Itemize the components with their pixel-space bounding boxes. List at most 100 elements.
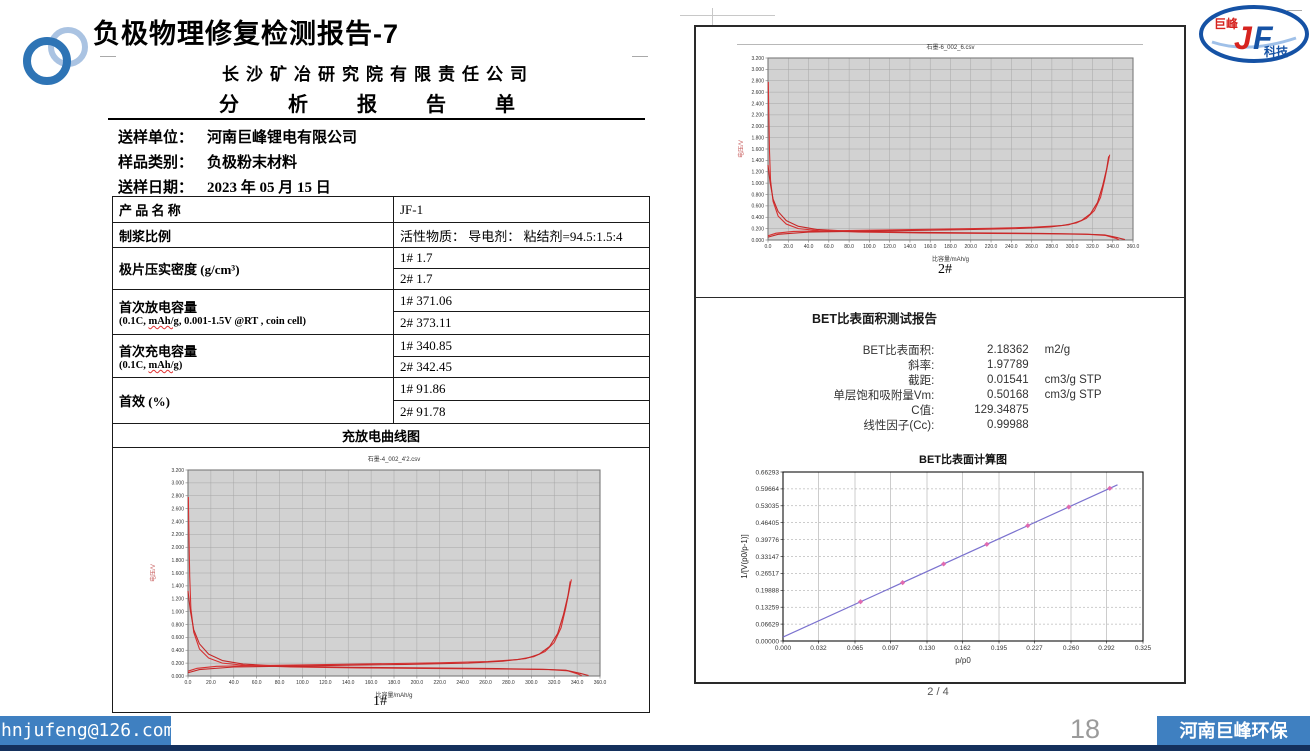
svg-text:BET比表面计算图: BET比表面计算图 <box>919 452 1007 466</box>
field-sample-unit: 送样单位： 河南巨峰锂电有限公司 <box>118 126 357 147</box>
bet-row: BET比表面积: 2.18362 m2/g <box>694 342 1134 357</box>
bet-value: 0.01541 <box>987 373 1029 386</box>
svg-text:2.400: 2.400 <box>751 101 764 107</box>
svg-text:0.200: 0.200 <box>171 661 184 667</box>
svg-text:0.325: 0.325 <box>1135 645 1152 652</box>
svg-text:0.400: 0.400 <box>171 648 184 654</box>
svg-text:1.000: 1.000 <box>171 609 184 615</box>
svg-text:120.0: 120.0 <box>883 244 896 250</box>
svg-text:0.292: 0.292 <box>1098 645 1115 652</box>
svg-text:360.0: 360.0 <box>1127 244 1140 250</box>
svg-text:0.59664: 0.59664 <box>756 486 780 493</box>
row-label: 产 品 名 称 <box>112 196 394 223</box>
svg-text:1.200: 1.200 <box>751 170 764 176</box>
row-label: 极片压实密度 (g/cm³) <box>112 247 394 290</box>
svg-text:60.0: 60.0 <box>252 680 262 686</box>
svg-text:0.33147: 0.33147 <box>756 554 780 561</box>
svg-text:160.0: 160.0 <box>365 680 378 686</box>
svg-text:0.000: 0.000 <box>751 238 764 244</box>
svg-text:电压/V: 电压/V <box>737 140 745 158</box>
svg-text:340.0: 340.0 <box>571 680 584 686</box>
chart-cycle-1: 0.0 20.0 40.0 60.0 80.0 100.0 120.0 140.0 160.0 1… <box>115 451 645 714</box>
svg-text:120.0: 120.0 <box>319 680 332 686</box>
page-corner-mark <box>1286 10 1302 11</box>
logo-letter-f: F <box>1253 20 1274 56</box>
svg-text:1.800: 1.800 <box>751 135 764 141</box>
cycle-chart-1-svg: 0.0 20.0 40.0 60.0 80.0 100.0 120.0 140.0 160.0 1… <box>149 456 607 699</box>
svg-text:360.0: 360.0 <box>594 680 607 686</box>
bet-unit: cm3/g STP <box>1044 388 1102 401</box>
svg-text:280.0: 280.0 <box>502 680 515 686</box>
page2-header-rule <box>737 44 1143 45</box>
svg-text:40.0: 40.0 <box>229 680 239 686</box>
svg-text:比容量/mAh/g: 比容量/mAh/g <box>932 255 969 263</box>
report-doc-title: 分 析 报 告 单 <box>219 94 537 116</box>
svg-text:60.0: 60.0 <box>824 244 834 250</box>
svg-text:20.0: 20.0 <box>783 244 793 250</box>
report-page2 <box>694 25 1186 684</box>
bet-plot-svg: 0.000 0.032 0.065 0.097 0.130 0.162 0.195 0.227… <box>740 452 1152 665</box>
svg-text:80.0: 80.0 <box>275 680 285 686</box>
svg-text:2.800: 2.800 <box>751 79 764 85</box>
svg-text:0.39776: 0.39776 <box>756 537 780 544</box>
svg-text:1.000: 1.000 <box>751 181 764 187</box>
bet-unit: cm3/g STP <box>1044 373 1102 386</box>
svg-text:3.200: 3.200 <box>751 56 764 62</box>
row-value: 2# 91.78 <box>393 400 650 424</box>
row-value: 2# 1.7 <box>393 268 650 290</box>
row-label: 首次放电容量 (0.1C, mAh/g, 0.001-1.5V @RT , co… <box>112 289 394 335</box>
svg-text:320.0: 320.0 <box>548 680 561 686</box>
svg-text:石墨-6_002_6.csv: 石墨-6_002_6.csv <box>926 44 974 51</box>
svg-text:0.400: 0.400 <box>751 215 764 221</box>
section-header: 充放电曲线图 <box>112 423 650 448</box>
svg-text:0.06629: 0.06629 <box>756 621 780 628</box>
slide-page-number: 18 <box>1069 714 1101 744</box>
svg-text:0.800: 0.800 <box>171 622 184 628</box>
row-label: 首效 (%) <box>112 377 394 424</box>
row-sublabel: (0.1C, mAh/g) <box>119 360 183 371</box>
field-value: 2023 年 05 月 15 日 <box>207 180 331 196</box>
row-sublabel: (0.1C, mAh/g, 0.001-1.5V @RT , coin cell… <box>119 316 306 327</box>
svg-text:260.0: 260.0 <box>479 680 492 686</box>
svg-text:电压/V: 电压/V <box>149 564 157 582</box>
bet-value: 2.18362 <box>987 343 1029 356</box>
svg-text:0.130: 0.130 <box>919 645 936 652</box>
svg-text:p/p0: p/p0 <box>955 656 971 665</box>
svg-text:100.0: 100.0 <box>863 244 876 250</box>
page-boundary-mark <box>712 8 713 25</box>
svg-text:0.13259: 0.13259 <box>756 604 780 611</box>
svg-text:3.000: 3.000 <box>751 67 764 73</box>
table-row: 首次充电容量 (0.1C, mAh/g) 1# 340.85 <box>112 334 650 378</box>
svg-text:比容量/mAh/g: 比容量/mAh/g <box>375 691 412 699</box>
svg-text:40.0: 40.0 <box>804 244 814 250</box>
svg-text:0.19888: 0.19888 <box>756 588 780 595</box>
svg-text:1.600: 1.600 <box>751 147 764 153</box>
table-row: 产 品 名 称 JF-1 <box>112 196 650 223</box>
bet-value: 1.97789 <box>987 358 1029 371</box>
svg-text:1.200: 1.200 <box>171 597 184 603</box>
svg-text:0.097: 0.097 <box>882 645 899 652</box>
page-corner-mark <box>100 56 116 57</box>
svg-text:240.0: 240.0 <box>1005 244 1018 250</box>
bet-value: 0.50168 <box>987 388 1029 401</box>
field-label: 送样单位： <box>118 130 194 146</box>
field-value: 河南巨峰锂电有限公司 <box>207 130 358 146</box>
svg-text:0.000: 0.000 <box>775 645 792 652</box>
table-row: 极片压实密度 (g/cm³) 1# 1.7 <box>112 247 650 290</box>
field-label: 送样日期： <box>118 180 194 196</box>
svg-text:0.600: 0.600 <box>171 635 184 641</box>
svg-text:0.00000: 0.00000 <box>756 638 780 645</box>
bet-label: 单层饱和吸附量Vm: <box>833 389 935 402</box>
table-row: 首效 (%) 1# 91.86 <box>112 377 650 424</box>
row-label-text: 首次充电容量 <box>119 344 198 359</box>
bet-label: 截距: <box>908 374 935 387</box>
bet-value: 129.34875 <box>974 403 1029 416</box>
row-label: 首次充电容量 (0.1C, mAh/g) <box>112 334 394 378</box>
svg-text:0.66293: 0.66293 <box>756 469 780 476</box>
bet-label: C值: <box>911 404 935 417</box>
table-row: 充放电曲线图 <box>112 423 650 448</box>
footer-email-text: hnjufeng@126.com <box>1 720 171 741</box>
chart-bet: 0.000 0.032 0.065 0.097 0.130 0.162 0.195 0.227… <box>735 448 1155 673</box>
svg-text:3.200: 3.200 <box>171 468 184 474</box>
